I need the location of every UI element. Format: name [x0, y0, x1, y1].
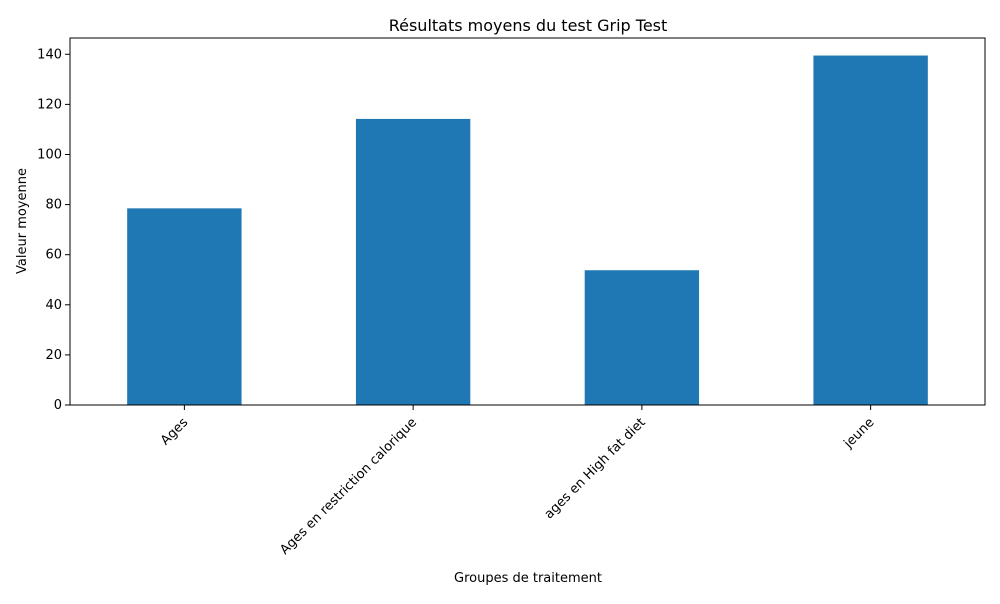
bar-series	[127, 55, 928, 406]
y-tick-label: 0	[54, 398, 62, 413]
y-tick-label: 120	[37, 97, 62, 112]
y-tick-label: 20	[45, 348, 62, 363]
y-tick-label: 100	[37, 147, 62, 162]
chart-title: Résultats moyens du test Grip Test	[389, 16, 668, 35]
y-tick-label: 40	[45, 298, 62, 313]
bar	[584, 270, 700, 405]
y-axis-label: Valeur moyenne	[15, 168, 30, 274]
plot-frame	[69, 37, 986, 406]
bar	[127, 208, 242, 405]
y-tick-label: 140	[37, 47, 62, 62]
y-tick-label: 80	[45, 198, 62, 213]
x-axis-label: Groupes de traitement	[454, 571, 602, 586]
bar	[355, 118, 471, 406]
y-tick-label: 60	[45, 248, 62, 263]
y-axis: 0 20 40 60 80 100 120 140	[37, 47, 70, 413]
bar	[813, 55, 928, 406]
